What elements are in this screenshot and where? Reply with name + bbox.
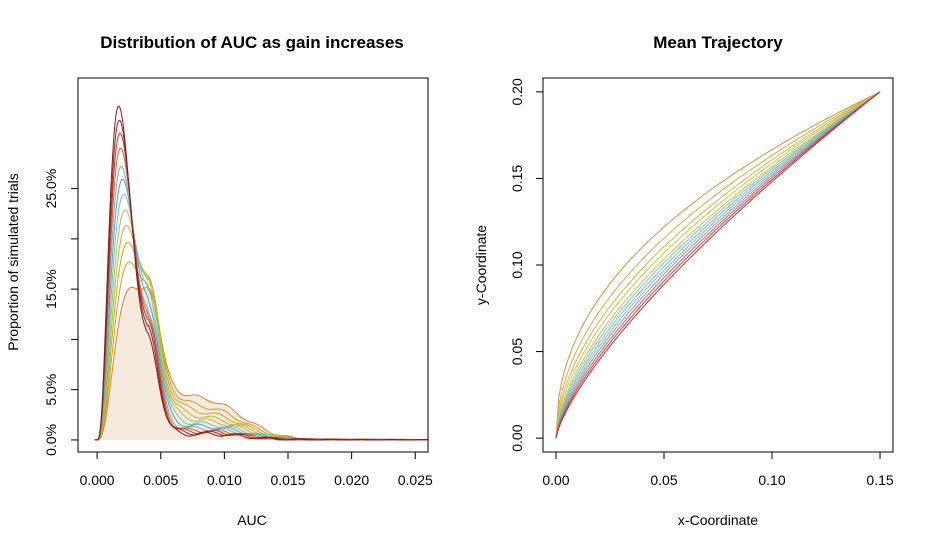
left-x-tick-label: 0.005 bbox=[143, 472, 178, 488]
auc-series-line-12 bbox=[94, 105, 428, 441]
trajectory-line-9 bbox=[555, 91, 881, 439]
left-x-tick-label: 0.010 bbox=[207, 472, 242, 488]
trajectory-line-10 bbox=[555, 91, 881, 439]
right-y-tick-label: 0.10 bbox=[509, 251, 525, 278]
trajectory-line-3 bbox=[555, 91, 881, 439]
trajectory-line-12 bbox=[555, 91, 881, 439]
trajectory-line-4 bbox=[555, 91, 881, 439]
right-chart-title: Mean Trajectory bbox=[653, 33, 783, 52]
left-x-axis: 0.000 0.005 0.010 0.015 0.020 0.025 bbox=[80, 451, 433, 488]
right-x-axis: 0.00 0.05 0.10 0.15 bbox=[542, 451, 894, 488]
left-y-tick-label: 0.0% bbox=[43, 424, 59, 456]
trajectory-line-2 bbox=[555, 91, 881, 439]
trajectory-line-5 bbox=[555, 91, 881, 439]
trajectory-line-7 bbox=[555, 91, 881, 439]
left-x-axis-label: AUC bbox=[237, 512, 267, 528]
left-y-tick-label: 25.0% bbox=[43, 169, 59, 209]
left-y-axis-label: Proportion of simulated trials bbox=[5, 173, 21, 350]
trajectory-line-1 bbox=[555, 91, 881, 439]
left-x-tick-label: 0.015 bbox=[270, 472, 305, 488]
right-y-axis: 0.00 0.05 0.10 0.15 0.20 bbox=[509, 78, 544, 452]
left-series-group bbox=[94, 105, 428, 441]
trajectory-line-8 bbox=[555, 91, 881, 439]
right-x-axis-label: x-Coordinate bbox=[678, 512, 758, 528]
right-x-tick-label: 0.05 bbox=[650, 472, 677, 488]
right-y-tick-label: 0.15 bbox=[509, 165, 525, 192]
trajectory-line-11 bbox=[555, 91, 881, 439]
right-y-axis-label: y-Coordinate bbox=[473, 225, 489, 305]
left-chart-title: Distribution of AUC as gain increases bbox=[100, 33, 404, 52]
left-x-tick-label: 0.025 bbox=[398, 472, 433, 488]
right-y-tick-label: 0.00 bbox=[509, 424, 525, 451]
left-y-axis: 0.0% 5.0% 15.0% 25.0% bbox=[43, 169, 79, 456]
right-x-tick-label: 0.15 bbox=[866, 472, 893, 488]
left-x-tick-label: 0.000 bbox=[80, 472, 115, 488]
right-y-tick-label: 0.20 bbox=[509, 78, 525, 105]
left-x-tick-label: 0.020 bbox=[334, 472, 369, 488]
right-plot-frame bbox=[542, 77, 894, 453]
left-y-tick-label: 5.0% bbox=[43, 374, 59, 406]
right-y-tick-label: 0.05 bbox=[509, 338, 525, 365]
right-x-tick-label: 0.00 bbox=[542, 472, 569, 488]
mean-trajectory-chart: Mean Trajectory 0.00 0.05 0.10 0.15 0.000.0… bbox=[473, 33, 894, 528]
right-x-tick-label: 0.10 bbox=[758, 472, 785, 488]
right-series-group bbox=[555, 91, 881, 439]
auc-distribution-chart: Distribution of AUC as gain increases 0.… bbox=[5, 33, 433, 528]
trajectory-line-6 bbox=[555, 91, 881, 439]
left-y-tick-label: 15.0% bbox=[43, 269, 59, 309]
